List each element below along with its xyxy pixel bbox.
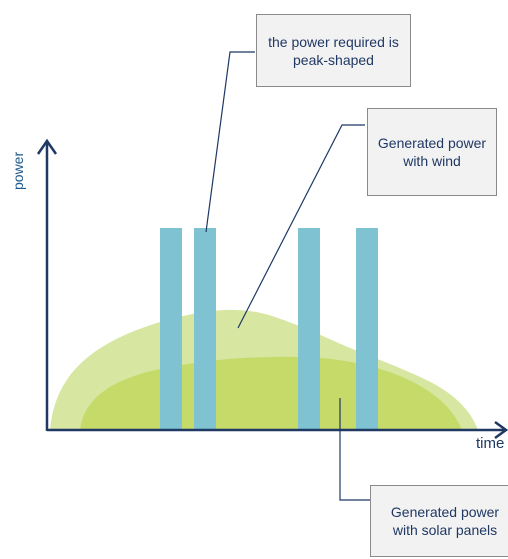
- y-axis-label: power: [10, 151, 26, 190]
- solar-power-callout: Generated power with solar panels: [370, 485, 508, 557]
- demand-bar: [194, 228, 216, 430]
- wind-leader-line: [237, 124, 365, 329]
- x-axis-arrowhead: [494, 420, 508, 440]
- x-axis-label: time: [476, 435, 505, 452]
- solar-leader-line: [339, 398, 370, 501]
- demand-bar: [298, 228, 320, 430]
- wind-power-callout: Generated power with wind: [367, 108, 497, 196]
- peak-demand-callout: the power required is peak-shaped: [256, 14, 411, 87]
- y-axis-arrowhead: [36, 138, 58, 155]
- demand-bar: [160, 228, 182, 430]
- demand-bar: [356, 228, 378, 430]
- peak-leader-line: [205, 51, 255, 233]
